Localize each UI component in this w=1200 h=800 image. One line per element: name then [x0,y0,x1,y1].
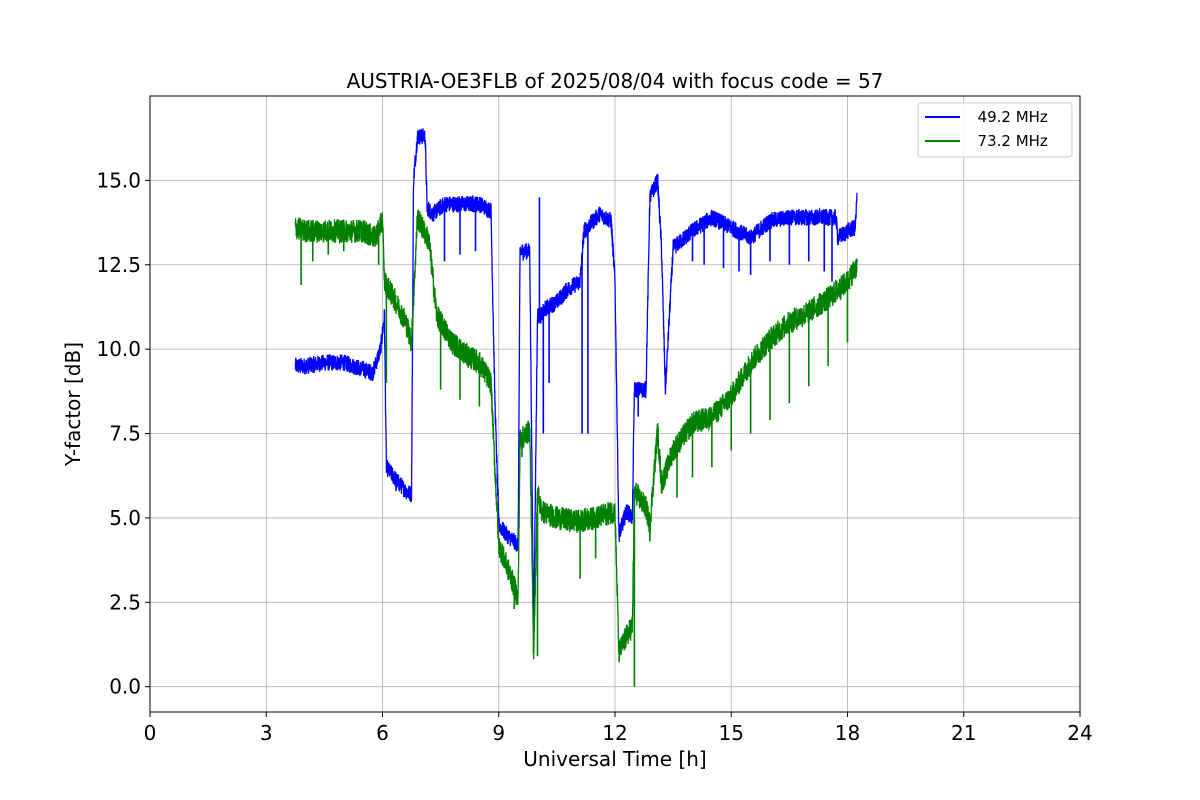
series-layer [294,128,858,687]
y-tick-label: 5.0 [109,506,141,530]
x-tick-label: 0 [144,721,157,745]
x-tick-label: 15 [719,721,744,745]
legend-label-49mhz: 49.2 MHz [968,108,1048,126]
series-trace [294,128,858,636]
series-1 [294,209,858,687]
x-tick-label: 12 [602,721,627,745]
x-axis-label: Universal Time [h] [523,747,706,771]
y-tick-label: 15.0 [96,168,141,192]
x-tick-label: 6 [376,721,389,745]
y-tick-label: 10.0 [96,337,141,361]
series-trace [294,209,858,663]
legend: 49.2 MHz 73.2 MHz [917,102,1073,158]
axis-ticks: 0 3 6 9 12 15 18 21 24 0.0 2.5 5.0 7.5 10.0 12.5 15.0 [96,168,1092,745]
chart-title: AUSTRIA-OE3FLB of 2025/08/04 with focus … [347,69,884,93]
y-tick-label: 2.5 [109,590,141,614]
y-tick-label: 12.5 [96,253,141,277]
x-tick-label: 3 [260,721,273,745]
x-tick-label: 24 [1067,721,1092,745]
x-tick-label: 21 [951,721,976,745]
legend-label-73mhz: 73.2 MHz [968,132,1048,150]
x-tick-label: 9 [492,721,505,745]
y-tick-label: 7.5 [109,422,141,446]
y-axis-label: Y-factor [dB] [61,342,85,467]
y-tick-label: 0.0 [109,675,141,699]
x-tick-label: 18 [835,721,860,745]
series-0 [294,128,858,653]
